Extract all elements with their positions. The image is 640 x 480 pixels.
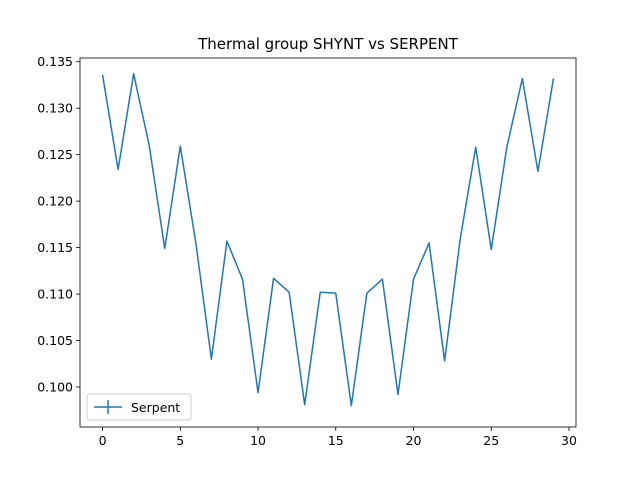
y-tick-label: 0.120 xyxy=(37,194,73,209)
y-tick-label: 0.130 xyxy=(37,101,73,116)
x-tick-label: 10 xyxy=(250,433,266,448)
legend: Serpent xyxy=(86,393,192,421)
y-tick-label: 0.100 xyxy=(37,380,73,395)
y-tick-label: 0.110 xyxy=(37,287,73,302)
y-tick-label: 0.105 xyxy=(37,333,73,348)
x-tick-label: 15 xyxy=(328,433,344,448)
series-line-serpent xyxy=(101,73,555,407)
x-axis-ticks: 0 5 10 15 20 25 30 xyxy=(99,427,577,448)
x-tick-label: 5 xyxy=(176,433,184,448)
plot-area xyxy=(80,58,576,427)
series-layer xyxy=(101,73,555,407)
x-tick-label: 30 xyxy=(561,433,577,448)
x-tick-label: 20 xyxy=(406,433,422,448)
x-tick-label: 25 xyxy=(483,433,499,448)
y-axis-ticks: 0.100 0.105 0.110 0.115 0.120 0.125 0.130 0.135 xyxy=(37,54,80,395)
chart-title: Thermal group SHYNT vs SERPENT xyxy=(197,35,459,53)
y-tick-label: 0.135 xyxy=(37,54,73,69)
y-tick-label: 0.125 xyxy=(37,147,73,162)
y-tick-label: 0.115 xyxy=(37,240,73,255)
legend-box xyxy=(86,393,192,421)
plot-frame xyxy=(79,57,577,428)
legend-label-serpent: Serpent xyxy=(131,400,180,415)
x-tick-label: 0 xyxy=(99,433,107,448)
